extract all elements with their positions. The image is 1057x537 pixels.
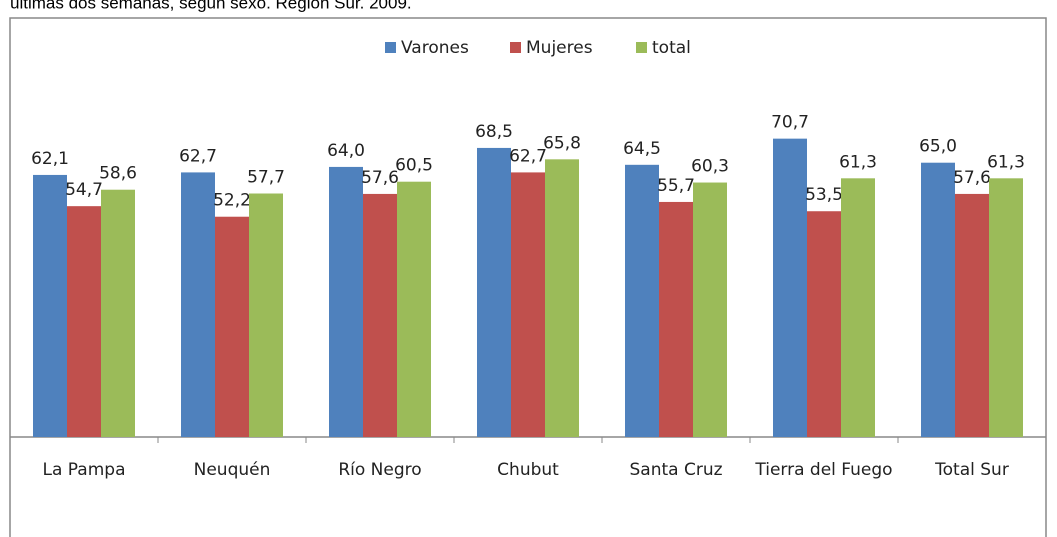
data-label: 62,7 xyxy=(179,146,217,166)
data-label: 60,3 xyxy=(691,157,729,177)
legend-label: total xyxy=(652,38,691,58)
bar xyxy=(693,182,727,437)
legend-label: Varones xyxy=(401,38,469,58)
data-label: 68,5 xyxy=(475,122,513,142)
data-label: 57,6 xyxy=(953,168,991,188)
bar xyxy=(249,193,283,437)
data-label: 57,6 xyxy=(361,168,399,188)
data-label: 52,2 xyxy=(213,191,251,211)
data-label: 70,7 xyxy=(771,113,809,133)
legend-label: Mujeres xyxy=(526,38,593,58)
data-label: 60,5 xyxy=(395,156,433,176)
legend-swatch xyxy=(385,42,396,53)
chart-title: últimas dos semanas, según sexo. Región … xyxy=(10,0,412,12)
data-label: 62,1 xyxy=(31,149,69,169)
bar xyxy=(67,206,101,437)
chart-frame xyxy=(9,17,1047,537)
bar xyxy=(841,178,875,437)
data-label: 54,7 xyxy=(65,180,103,200)
bar xyxy=(807,211,841,437)
bar xyxy=(33,174,67,438)
bar xyxy=(397,181,431,437)
data-label: 62,7 xyxy=(509,146,547,166)
bar xyxy=(955,193,989,437)
x-tick-label: Neuquén xyxy=(193,460,271,480)
x-tick-label: Total Sur xyxy=(935,460,1009,480)
bar xyxy=(921,162,955,437)
data-label: 64,5 xyxy=(623,139,661,159)
x-tick-label: La Pampa xyxy=(42,460,126,480)
data-label: 57,7 xyxy=(247,168,285,188)
data-label: 58,6 xyxy=(99,164,137,184)
data-label: 65,0 xyxy=(919,137,957,157)
x-tick-label: Chubut xyxy=(497,460,559,480)
bar xyxy=(545,159,579,437)
bar xyxy=(625,164,659,437)
bar xyxy=(181,172,215,437)
bar xyxy=(329,166,363,438)
legend-swatch xyxy=(636,42,647,53)
bar xyxy=(773,138,807,437)
bar xyxy=(477,147,511,437)
x-tick-label: Tierra del Fuego xyxy=(755,460,893,480)
data-label: 61,3 xyxy=(987,152,1025,172)
bar xyxy=(511,172,545,437)
bar xyxy=(363,193,397,437)
data-label: 64,0 xyxy=(327,141,365,161)
bar xyxy=(659,201,693,437)
bar xyxy=(989,178,1023,437)
data-label: 61,3 xyxy=(839,152,877,172)
x-tick-label: Santa Cruz xyxy=(629,460,723,480)
bar xyxy=(215,216,249,437)
data-label: 53,5 xyxy=(805,185,843,205)
data-label: 55,7 xyxy=(657,176,695,196)
x-tick-label: Río Negro xyxy=(338,460,422,480)
legend-swatch xyxy=(510,42,521,53)
data-label: 65,8 xyxy=(543,133,581,153)
bar xyxy=(101,189,135,437)
